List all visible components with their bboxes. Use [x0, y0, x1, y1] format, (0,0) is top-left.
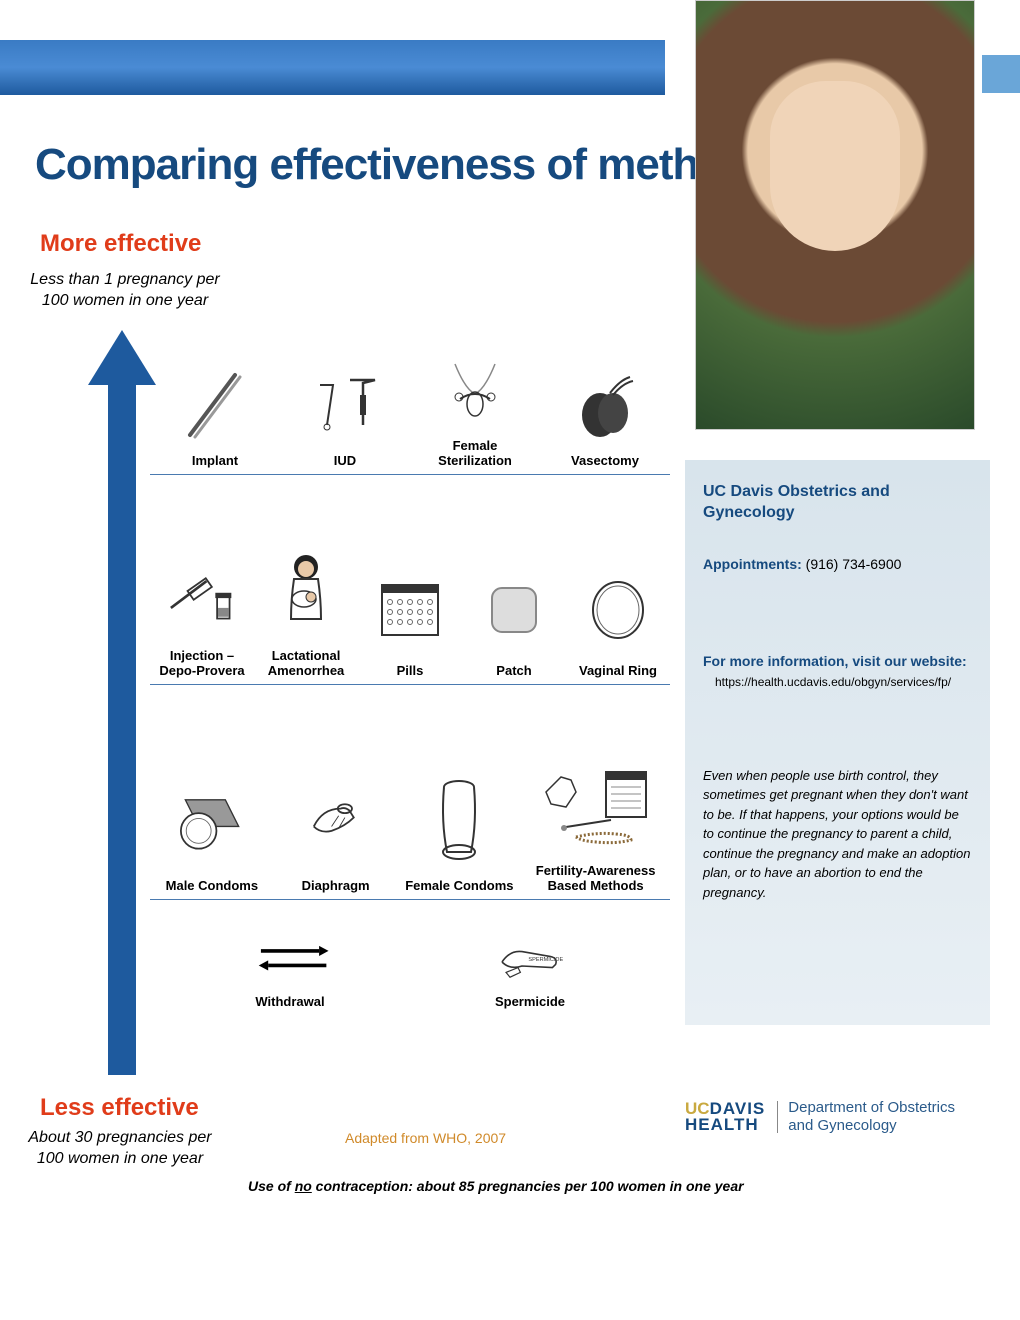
ring-icon: [578, 562, 658, 657]
footnote-pre: Use of: [248, 1178, 295, 1194]
logo-block: UCDAVIS HEALTH Department of Obstetrics …: [685, 1099, 990, 1135]
vasectomy-icon: [565, 362, 645, 447]
method-label: Injection – Depo-Provera: [155, 648, 250, 679]
dept-line2: and Gynecology: [788, 1117, 896, 1134]
withdrawal-icon: [250, 928, 330, 988]
method-implant: Implant: [165, 362, 265, 469]
effectiveness-arrow-shaft: [108, 380, 136, 1075]
svg-text:SPERMICIDE: SPERMICIDE: [528, 958, 563, 964]
appt-label: Appointments:: [703, 556, 802, 572]
method-label: Diaphragm: [302, 878, 370, 894]
male-condoms-icon: [172, 772, 252, 872]
more-effective-subtext: Less than 1 pregnancy per 100 women in o…: [20, 270, 230, 312]
female-condoms-icon: [419, 772, 499, 872]
method-row-3: Male Condoms Diaphragm Female Condoms Fe…: [150, 685, 670, 900]
sidebar-info-label: For more information, visit our website:: [703, 652, 972, 670]
method-label: Female Sterilization: [425, 438, 525, 469]
spermicide-icon: SPERMICIDE: [490, 928, 570, 988]
method-female-condoms: Female Condoms: [399, 772, 519, 894]
appt-phone: (916) 734-6900: [806, 556, 902, 572]
method-label: Vaginal Ring: [579, 663, 657, 679]
method-label: Vasectomy: [571, 453, 639, 469]
method-row-4: Withdrawal SPERMICIDE Spermicide: [150, 900, 670, 1015]
lactational-icon: [266, 547, 346, 642]
footnote: Use of no contraception: about 85 pregna…: [248, 1178, 744, 1194]
method-iud: IUD: [295, 362, 395, 469]
method-diaphragm: Diaphragm: [276, 772, 396, 894]
method-label: Spermicide: [495, 994, 565, 1010]
sidebar-url: https://health.ucdavis.edu/obgyn/service…: [703, 674, 972, 691]
method-ring: Vaginal Ring: [571, 562, 666, 679]
header-banner: [0, 40, 665, 95]
method-spermicide: SPERMICIDE Spermicide: [480, 928, 580, 1010]
patch-icon: [474, 562, 554, 657]
ucdavis-logo: UCDAVIS HEALTH: [685, 1101, 778, 1133]
method-injection: Injection – Depo-Provera: [155, 547, 250, 679]
sidebar-info-box: UC Davis Obstetrics and Gynecology Appoi…: [685, 460, 990, 1025]
department-name: Department of Obstetrics and Gynecology: [778, 1099, 955, 1135]
pills-icon: [370, 562, 450, 657]
method-pills: Pills: [363, 562, 458, 679]
sidebar-note: Even when people use birth control, they…: [703, 766, 972, 903]
fertility-awareness-icon: [536, 757, 656, 857]
methods-grid: Implant IUD Female Sterilization Vasecto…: [150, 310, 670, 1015]
dept-line1: Department of Obstetrics: [788, 1099, 955, 1116]
method-label: IUD: [334, 453, 356, 469]
accent-box: [982, 55, 1020, 93]
method-vasectomy: Vasectomy: [555, 362, 655, 469]
method-label: Patch: [496, 663, 531, 679]
effectiveness-arrow-head: [88, 330, 156, 385]
citation-text: Adapted from WHO, 2007: [345, 1130, 506, 1146]
method-label: Lactational Amenorrhea: [259, 648, 354, 679]
more-effective-heading: More effective: [40, 230, 201, 258]
method-label: Pills: [397, 663, 424, 679]
less-effective-heading: Less effective: [40, 1094, 199, 1122]
method-label: Male Condoms: [166, 878, 258, 894]
method-label: Implant: [192, 453, 238, 469]
method-patch: Patch: [467, 562, 562, 679]
female-sterilization-icon: [435, 347, 515, 432]
method-label: Withdrawal: [255, 994, 324, 1010]
method-withdrawal: Withdrawal: [240, 928, 340, 1010]
less-effective-subtext: About 30 pregnancies per 100 women in on…: [15, 1128, 225, 1170]
method-female-sterilization: Female Sterilization: [425, 347, 525, 469]
method-row-1: Implant IUD Female Sterilization Vasecto…: [150, 310, 670, 475]
implant-icon: [175, 362, 255, 447]
method-lactational: Lactational Amenorrhea: [259, 547, 354, 679]
footnote-post: contraception: about 85 pregnancies per …: [312, 1178, 744, 1194]
sidebar-title: UC Davis Obstetrics and Gynecology: [703, 482, 972, 524]
method-row-2: Injection – Depo-Provera Lactational Ame…: [150, 475, 670, 685]
iud-icon: [305, 362, 385, 447]
sidebar-appointments: Appointments: (916) 734-6900: [703, 556, 972, 572]
diaphragm-icon: [296, 772, 376, 872]
injection-icon: [162, 547, 242, 642]
method-male-condoms: Male Condoms: [152, 772, 272, 894]
footnote-no: no: [295, 1178, 312, 1194]
method-label: Fertility-Awareness Based Methods: [523, 863, 668, 894]
logo-health-text: HEALTH: [685, 1117, 765, 1133]
method-label: Female Condoms: [405, 878, 513, 894]
page-title: Comparing effectiveness of methods: [35, 140, 774, 190]
method-fertility-awareness: Fertility-Awareness Based Methods: [523, 757, 668, 894]
portrait-photo: [695, 0, 975, 430]
